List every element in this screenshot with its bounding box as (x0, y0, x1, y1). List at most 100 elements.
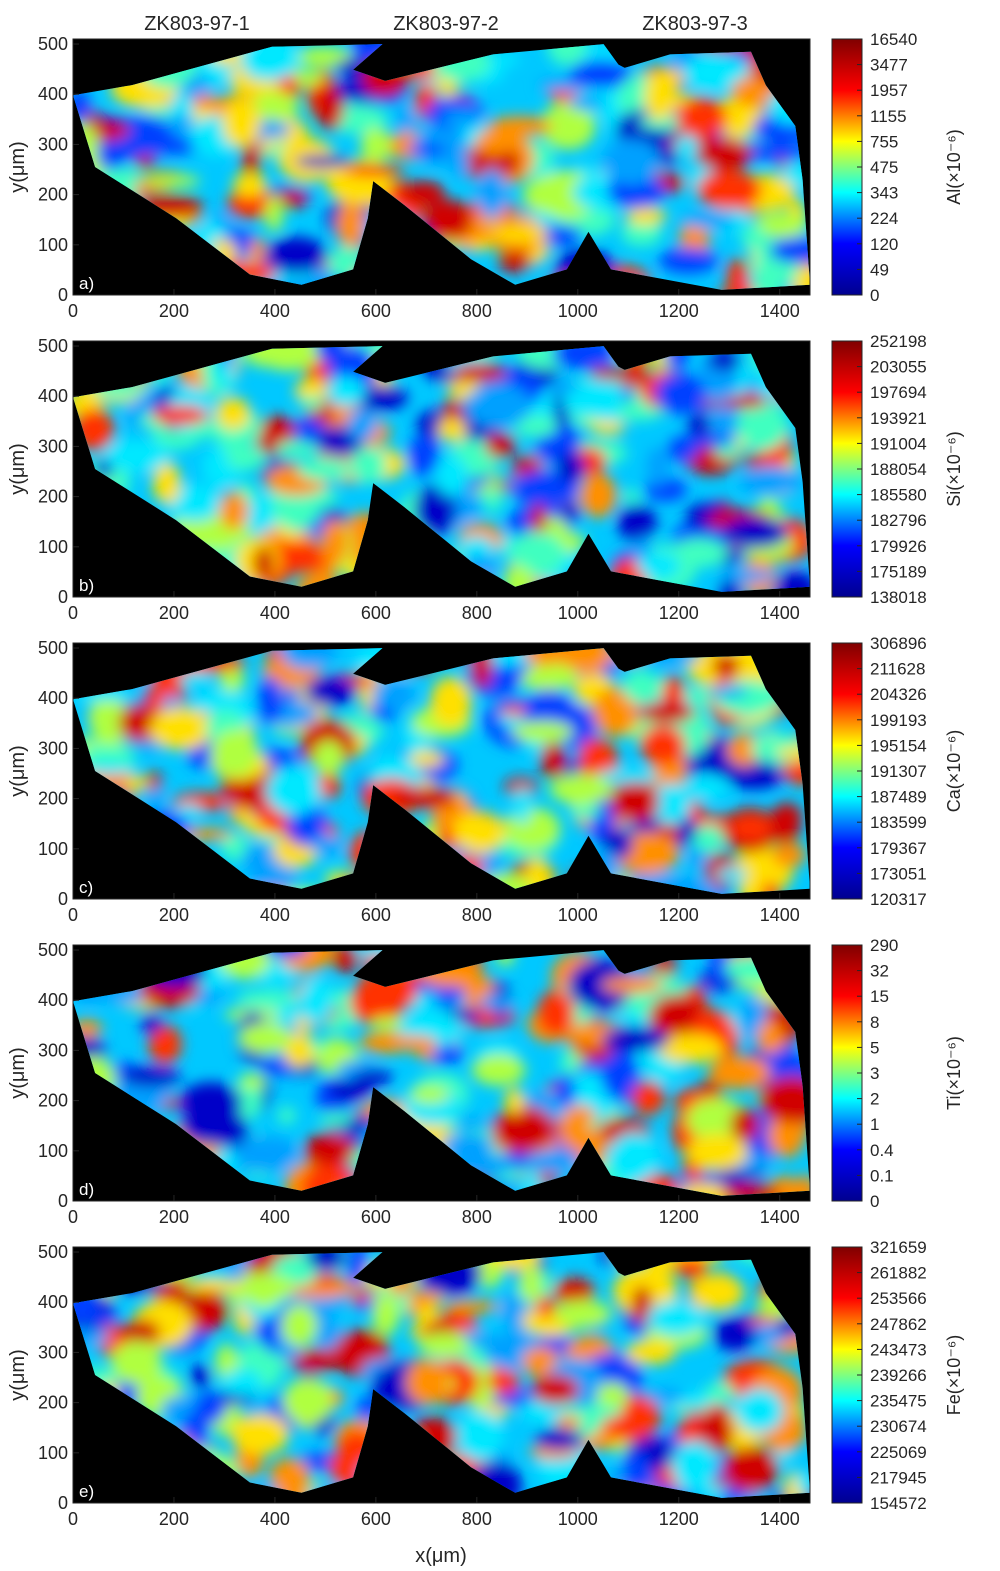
panel-Fe: 0 100 200 300 400 500 0 200 400 600 800 1000 1200 140… (7, 1238, 964, 1529)
heatmap-blob (332, 950, 358, 973)
heatmap-blob (88, 694, 127, 742)
x-tick-label: 400 (260, 1509, 290, 1529)
heatmap-blob (430, 676, 472, 728)
heatmap-blob (595, 769, 659, 784)
heatmap-blob (82, 762, 137, 775)
heatmap-blob (625, 1339, 676, 1365)
heatmap-blob (381, 1035, 438, 1052)
heatmap-blob (244, 1272, 283, 1309)
colorbar-tick-label: 1 (870, 1115, 879, 1134)
heatmap-blob (342, 164, 405, 177)
heatmap-blob (692, 824, 725, 853)
heatmap-blob (226, 445, 265, 471)
colorbar-tick-label: 138018 (870, 588, 927, 607)
x-tick-label: 400 (260, 301, 290, 321)
heatmap-blob (554, 1300, 612, 1328)
heatmap-blob (622, 669, 659, 704)
panel-label: a) (79, 274, 94, 293)
x-tick-label: 1200 (659, 1207, 699, 1227)
y-tick-label: 300 (38, 1040, 68, 1060)
heatmap-blob (452, 362, 507, 382)
y-axis-label: y(μm) (7, 1349, 29, 1401)
y-tick-label: 400 (38, 84, 68, 104)
sample-title-2: ZK803-97-2 (393, 13, 499, 35)
sample-titles: ZK803-97-1 ZK803-97-2 ZK803-97-3 (144, 13, 748, 35)
heatmap-blob (735, 1388, 784, 1433)
colorbar-label: Ti(×10⁻⁶) (944, 1036, 964, 1110)
heatmap-blob (559, 1105, 601, 1153)
heatmap-blob (570, 804, 601, 820)
panel-Si: 0 100 200 300 400 500 0 200 400 600 800 1000 1200 140… (7, 332, 964, 623)
y-tick-label: 500 (38, 638, 68, 658)
y-tick-label: 500 (38, 1242, 68, 1262)
y-tick-label: 0 (58, 889, 68, 909)
heatmap-blob (637, 552, 681, 580)
colorbar-tick-label: 755 (870, 132, 898, 151)
heatmap-blob (414, 484, 457, 536)
x-tick-label: 0 (68, 301, 78, 321)
y-tick-label: 200 (38, 487, 68, 507)
y-tick-label: 200 (38, 789, 68, 809)
x-tick-label: 600 (361, 301, 391, 321)
colorbar-tick-label: 197694 (870, 383, 927, 402)
heatmap-blob (516, 662, 579, 691)
x-tick-label: 400 (260, 603, 290, 623)
heatmap-blob (151, 405, 209, 426)
y-tick-label: 100 (38, 537, 68, 557)
heatmap-blob (682, 54, 750, 91)
heatmap-blob (121, 1319, 161, 1345)
panel-Ca: 0 100 200 300 400 500 0 200 400 600 800 1000 1200 140… (7, 634, 964, 925)
heatmap-blob (601, 1026, 670, 1052)
heatmap-blob (672, 1257, 708, 1278)
heatmap-blob (540, 742, 566, 779)
colorbar-tick-label: 120317 (870, 890, 927, 909)
heatmap-blob (587, 790, 616, 843)
heatmap-blob (286, 1348, 351, 1372)
heatmap-blob (759, 1045, 803, 1086)
heatmap-blob (149, 707, 212, 751)
y-axis-label: y(μm) (7, 141, 29, 193)
heatmap-blob (696, 137, 753, 171)
colorbar-tick-label: 235475 (870, 1392, 927, 1411)
heatmap-blob (219, 491, 249, 530)
x-tick-label: 1000 (558, 301, 598, 321)
heatmap-blob (601, 1049, 638, 1101)
colorbar-tick-label: 0 (870, 286, 879, 305)
heatmap-blob (591, 421, 626, 435)
y-tick-label: 300 (38, 436, 68, 456)
heatmap-blob (736, 400, 789, 451)
y-tick-label: 300 (38, 1342, 68, 1362)
colorbar-tick-label: 15 (870, 987, 889, 1006)
heatmap-blob (567, 95, 606, 110)
heatmap-blob (220, 1369, 263, 1396)
y-tick-label: 200 (38, 185, 68, 205)
heatmap-blob (719, 577, 742, 592)
x-tick-label: 1200 (659, 603, 699, 623)
heatmap-blob (313, 740, 344, 776)
axes-box (72, 944, 811, 1202)
y-tick-label: 400 (38, 688, 68, 708)
colorbar-tick-label: 1957 (870, 81, 908, 100)
heatmap-blob (475, 129, 514, 156)
heatmap-blob (258, 676, 284, 724)
heatmap-blob (722, 1446, 779, 1493)
heatmap-blob (121, 1066, 181, 1088)
heatmap-blob (621, 220, 662, 247)
x-tick-label: 1200 (659, 1509, 699, 1529)
heatmap-blob (279, 648, 337, 670)
heatmap-blob (265, 195, 284, 232)
heatmap-blob (647, 1300, 706, 1336)
heatmap-blob (350, 446, 387, 484)
heatmap-blob (514, 786, 531, 825)
heatmap-blob (336, 202, 366, 248)
panel-label: b) (79, 576, 94, 595)
heatmap-blob (239, 1073, 266, 1090)
heatmap-blob (146, 787, 165, 808)
colorbar-tick-label: 203055 (870, 358, 927, 377)
heatmap-blob (451, 150, 470, 179)
x-tick-label: 1200 (659, 301, 699, 321)
colorbar-tick-label: 343 (870, 184, 898, 203)
heatmap-blob (601, 976, 664, 994)
